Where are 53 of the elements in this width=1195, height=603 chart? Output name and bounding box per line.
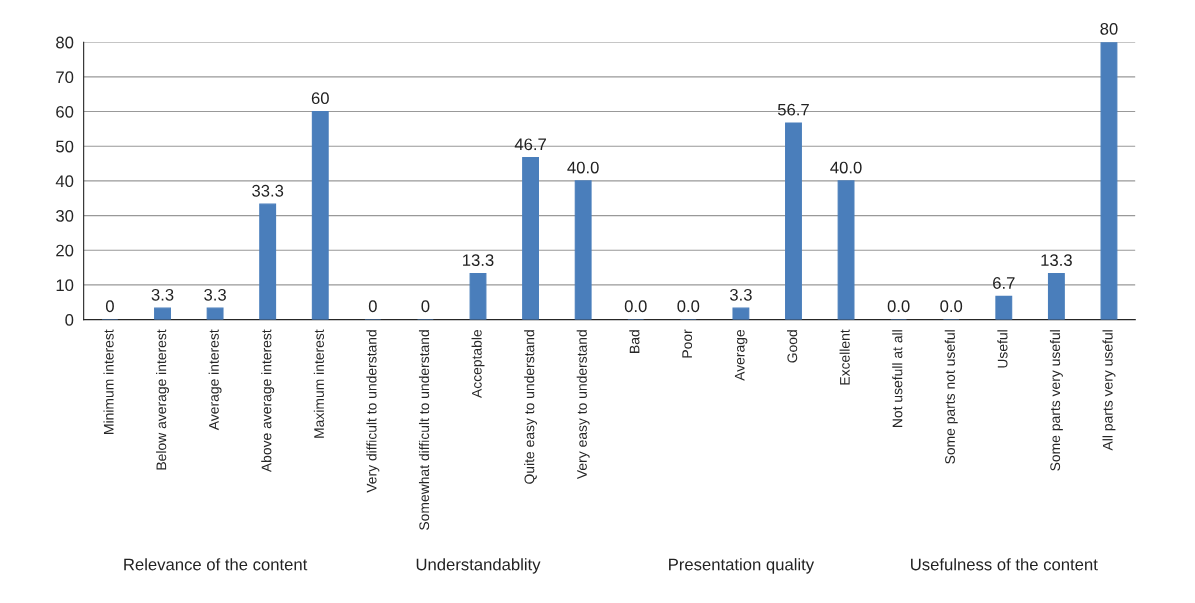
data-label: 80 [1100, 22, 1118, 35]
data-label: 0 [105, 300, 114, 313]
data-label: 0.0 [940, 300, 963, 313]
x-tick-label: Very difficult to understand [366, 330, 380, 493]
x-tick-label: Not usefull at all [892, 330, 903, 427]
text: Presentation quality [669, 558, 815, 574]
x-tick-label: Below average interest [156, 329, 169, 470]
data-label: 13.3 [463, 254, 494, 267]
y-tick-label: 50 [56, 140, 74, 153]
x-tick-label: Some parts very useful [1049, 330, 1063, 471]
x-tick-label: Excellent [839, 329, 850, 385]
x-tick-label: Acceptable [471, 329, 485, 398]
x-tick-label: Very easy to understand [576, 330, 590, 480]
y-tick-label: 60 [56, 105, 74, 118]
x-tick-label: Bad [629, 330, 640, 353]
x-tick-label: Minimum interest [103, 329, 114, 434]
data-label: 0.0 [677, 300, 700, 313]
data-label: 3.3 [151, 288, 174, 301]
x-tick-label: Good [787, 330, 798, 363]
x-tick-label: Above average interest [261, 329, 275, 473]
x-tick-label: Maximum interest [313, 329, 324, 438]
y-tick-label: 70 [56, 71, 74, 84]
y-tick-label: 20 [56, 244, 74, 257]
x-tick-label: Poor [682, 329, 693, 358]
data-label: 46.7 [514, 138, 546, 151]
data-label: 3.3 [729, 288, 752, 301]
data-label: 33.3 [252, 184, 284, 197]
x-tick-label: Useful [997, 330, 1008, 368]
text: Understandablity [416, 558, 541, 574]
data-label: 0 [368, 300, 377, 313]
x-tick-label: Average [734, 329, 748, 381]
data-label: 13.3 [1041, 254, 1072, 267]
data-label: 40.0 [567, 161, 599, 174]
x-tick-label: All parts very useful [1102, 330, 1116, 451]
data-label: 6.7 [993, 277, 1015, 289]
y-tick-label: 40 [55, 175, 74, 188]
data-label: 0.0 [624, 300, 647, 313]
x-tick-label: Average interest [208, 329, 222, 431]
x-tick-label: Quite easy to understand [524, 330, 538, 484]
data-label: 0 [421, 300, 430, 313]
y-tick-label: 80 [56, 36, 74, 49]
text: Relevance of the content [124, 558, 308, 571]
data-label: 60 [311, 92, 329, 105]
data-label: 3.3 [204, 288, 226, 301]
y-tick-label: 30 [56, 209, 74, 222]
text: Usefulness of the content [911, 558, 1098, 571]
x-tick-label: Some parts not useful [944, 330, 958, 464]
data-label: 40.0 [830, 161, 862, 174]
data-label: 0.0 [887, 300, 910, 313]
y-tick-label: 0 [65, 313, 74, 326]
y-tick-label: 10 [56, 279, 74, 292]
x-tick-label: Somewhat difficult to understand [418, 330, 430, 530]
data-label: 56.7 [777, 103, 809, 116]
